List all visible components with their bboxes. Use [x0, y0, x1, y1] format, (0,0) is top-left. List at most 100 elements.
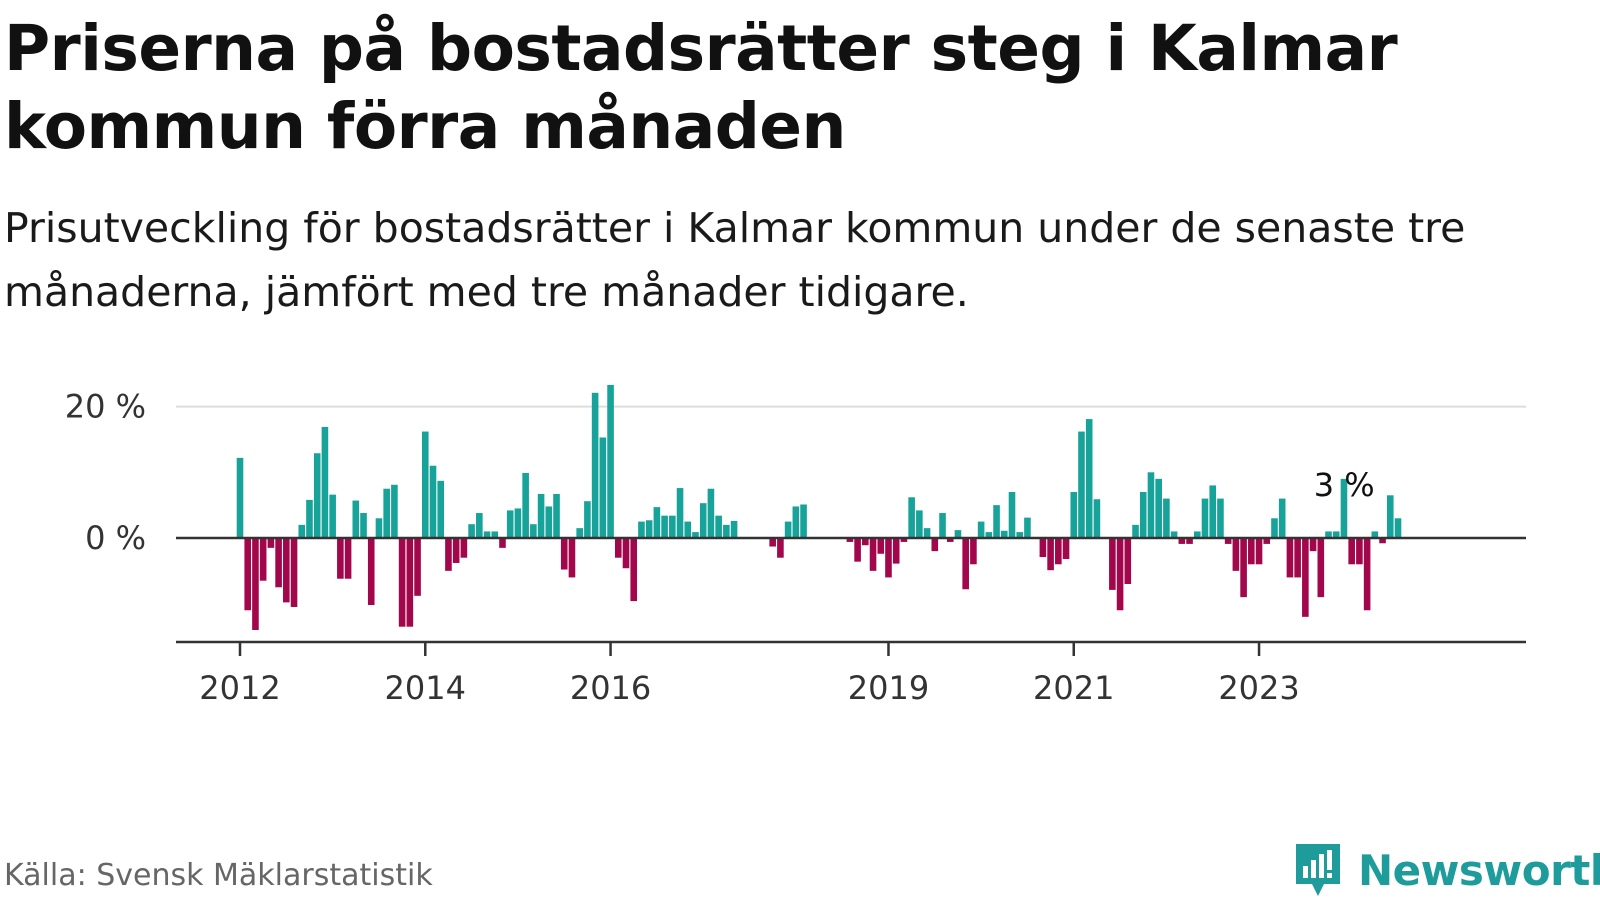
bar-chart: 0 % 20 % 2012 2014 2016 2019 2021 2023 3 %: [65, 384, 1526, 707]
bar: [1340, 478, 1348, 538]
bar: [970, 538, 977, 565]
latest-value-label: 3 %: [1314, 466, 1375, 504]
bar: [784, 521, 792, 539]
bar: [599, 437, 607, 538]
bar: [398, 538, 406, 627]
bar: [483, 531, 491, 538]
x-tick-label: 2021: [1033, 669, 1114, 707]
bar: [360, 513, 367, 538]
bar: [568, 538, 576, 578]
bar: [352, 500, 360, 538]
bar: [452, 538, 460, 563]
brand-name: Newsworthy: [1358, 845, 1600, 895]
axes: [176, 536, 1526, 656]
source-note: Källa: Svensk Mäklarstatistik: [4, 858, 433, 893]
bar: [476, 513, 483, 538]
bar: [1000, 530, 1008, 538]
bar: [869, 538, 877, 571]
bar: [669, 515, 676, 538]
bar: [267, 538, 275, 548]
bar: [862, 538, 869, 546]
bar: [908, 497, 915, 538]
bar: [275, 538, 282, 588]
bar: [1255, 538, 1263, 565]
bar: [993, 505, 1000, 538]
bar: [1109, 538, 1116, 590]
bar: [560, 538, 568, 570]
bar: [344, 538, 352, 579]
bar: [321, 426, 329, 538]
bar: [437, 480, 445, 538]
bar: [1016, 532, 1024, 538]
bar: [777, 538, 784, 558]
bar: [306, 499, 313, 538]
bar: [429, 465, 437, 538]
bar: [1178, 538, 1186, 544]
bar: [684, 521, 692, 539]
bar: [414, 538, 421, 596]
bar: [1163, 498, 1170, 538]
bar: [1155, 478, 1162, 538]
bar: [337, 538, 344, 579]
newsworthy-logo[interactable]: Newsworthy: [1292, 840, 1600, 900]
bar: [530, 524, 537, 538]
x-tick-label: 2014: [385, 669, 466, 707]
bar: [1240, 538, 1247, 598]
bar: [962, 538, 969, 590]
bar: [313, 453, 321, 538]
bar: [877, 538, 885, 554]
bar: [553, 493, 560, 538]
bar: [383, 488, 390, 539]
bar: [723, 524, 730, 538]
bar: [514, 508, 522, 539]
bar: [1124, 538, 1132, 584]
bar: [1139, 492, 1147, 538]
bar: [375, 518, 383, 538]
bar: [923, 528, 931, 538]
bar: [1371, 531, 1379, 538]
bar: [638, 521, 645, 539]
bar: [298, 524, 306, 538]
bar: [946, 538, 954, 542]
bar: [1379, 538, 1386, 544]
bar: [977, 521, 985, 539]
x-tick-label: 2016: [570, 669, 651, 707]
bar: [460, 538, 468, 558]
bar: [445, 538, 452, 571]
bar: [1132, 524, 1139, 538]
bar: [792, 506, 800, 538]
bar: [1008, 492, 1016, 538]
x-tick-label: 2012: [199, 669, 280, 707]
bar: [1055, 538, 1062, 565]
bar: [661, 515, 668, 538]
bar: [1386, 495, 1394, 538]
bar: [614, 538, 622, 558]
bar: [699, 503, 707, 538]
bar: [985, 532, 993, 538]
bar: [769, 538, 776, 547]
bar: [1309, 538, 1317, 552]
bar: [1348, 538, 1355, 565]
bar: [1201, 498, 1209, 538]
bar: [1294, 538, 1301, 578]
bar: [630, 538, 638, 602]
bar: [707, 488, 715, 539]
bar: [290, 538, 298, 607]
bar: [391, 484, 398, 538]
bar: [607, 384, 614, 538]
bar: [645, 520, 653, 538]
bar: [1024, 517, 1031, 538]
bar: [468, 524, 475, 538]
bar: [1170, 531, 1178, 538]
bar: [730, 520, 738, 538]
bar: [846, 538, 854, 542]
y-tick-label: 20 %: [65, 388, 146, 426]
y-tick-label: 0 %: [85, 519, 146, 557]
bar: [236, 457, 244, 538]
bar: [252, 538, 259, 630]
bar: [1039, 538, 1047, 558]
bar: [491, 531, 499, 538]
bar: [1263, 538, 1271, 544]
bar: [1325, 531, 1332, 538]
bar: [900, 538, 908, 542]
